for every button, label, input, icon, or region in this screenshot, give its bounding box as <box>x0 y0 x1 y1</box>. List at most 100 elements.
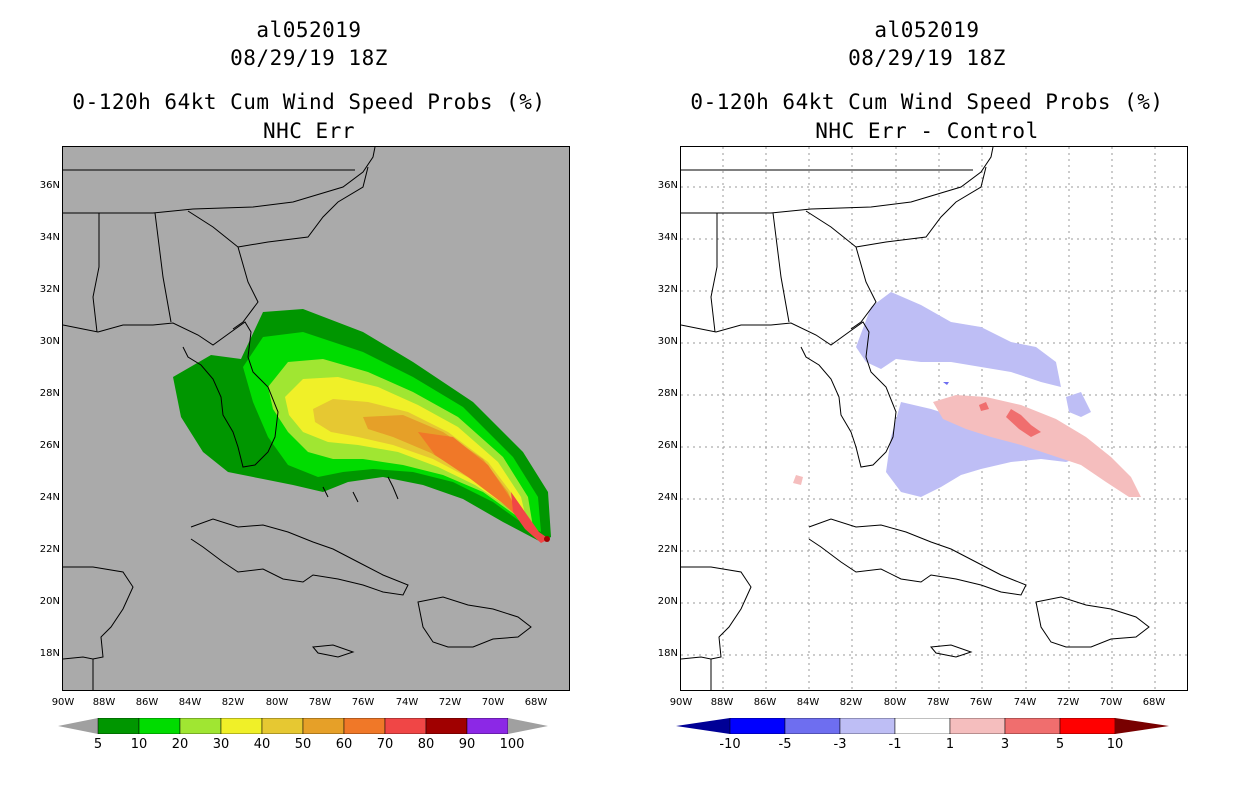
lon-label: 80W <box>265 697 289 708</box>
colorbar-swatch <box>302 718 345 734</box>
colorbar-label: 40 <box>253 737 271 752</box>
colorbar-label: 70 <box>376 737 394 752</box>
lon-label: 78W <box>308 697 332 708</box>
colorbar-swatch <box>466 718 509 734</box>
colorbar-swatch <box>138 718 181 734</box>
colorbar-label: -5 <box>778 737 792 752</box>
colorbar-label: 50 <box>294 737 312 752</box>
lon-label: 76W <box>969 697 993 708</box>
lat-label: 34N <box>657 232 678 243</box>
product-title: 0-120h 64kt Cum Wind Speed Probs (%) <box>690 90 1164 114</box>
lon-label: 68W <box>1142 697 1166 708</box>
lon-label: 88W <box>710 697 734 708</box>
lat-label: 26N <box>657 440 678 451</box>
colorbar-swatch <box>384 718 427 734</box>
colorbar-label: 90 <box>458 737 476 752</box>
colorbar-swatch <box>1004 718 1061 734</box>
colorbar-label: 60 <box>335 737 353 752</box>
lon-label: 86W <box>135 697 159 708</box>
colorbar-swatch <box>343 718 386 734</box>
colorbar-swatch <box>949 718 1006 734</box>
lon-label: 88W <box>92 697 116 708</box>
colorbar-under-arrow <box>58 718 98 734</box>
lat-label: 36N <box>39 180 60 191</box>
colorbar-swatch <box>97 718 140 734</box>
diff-pos-contour <box>979 402 989 411</box>
colorbar-right-svg <box>676 718 1169 734</box>
lat-label: 28N <box>657 388 678 399</box>
colorbar-under-arrow <box>676 718 730 734</box>
lat-label: 22N <box>39 544 60 555</box>
diff-pos-contour <box>933 395 1141 497</box>
colorbar-over-arrow <box>508 718 548 734</box>
lon-label: 78W <box>926 697 950 708</box>
colorbar-swatch <box>179 718 222 734</box>
lon-label: 68W <box>524 697 548 708</box>
prob-40-contour <box>313 399 521 519</box>
lon-label: 70W <box>481 697 505 708</box>
colorbar-label: 5 <box>1055 737 1065 752</box>
lat-label: 30N <box>657 336 678 347</box>
prob-60-contour <box>418 432 518 517</box>
subtitle: NHC Err <box>262 119 355 143</box>
colorbar-swatch <box>261 718 304 734</box>
colorbar-right <box>676 718 1172 734</box>
lat-label: 26N <box>39 440 60 451</box>
storm-id-title: al052019 <box>874 18 980 42</box>
colorbar-swatch <box>839 718 896 734</box>
diff-neg-contour <box>886 402 1081 497</box>
colorbar-label: 30 <box>212 737 230 752</box>
colorbar-label: 1 <box>945 737 955 752</box>
lat-label: 32N <box>657 284 678 295</box>
lat-label: 24N <box>39 492 60 503</box>
colorbar-label: -10 <box>719 737 741 752</box>
colorbar-swatch <box>1059 718 1116 734</box>
lat-label: 20N <box>39 596 60 607</box>
lat-label: 36N <box>657 180 678 191</box>
lat-label: 18N <box>39 648 60 659</box>
colorbar-label: 20 <box>171 737 189 752</box>
lon-label: 80W <box>883 697 907 708</box>
left-panel: al052019 08/29/19 18Z 0-120h 64kt Cum Wi… <box>39 18 570 752</box>
colorbar-label: 10 <box>1106 737 1124 752</box>
colorbar-left-svg <box>58 718 548 734</box>
colorbar-left <box>58 718 554 734</box>
colorbar-label: 10 <box>130 737 148 752</box>
colorbar-label: -3 <box>833 737 847 752</box>
diff-neg-contour <box>1066 392 1091 417</box>
map-canvas <box>681 147 1187 690</box>
right-panel: al052019 08/29/19 18Z 0-120h 64kt Cum Wi… <box>618 0 1236 800</box>
lon-label: 90W <box>669 697 693 708</box>
colorbar-label: 100 <box>499 737 525 752</box>
lat-label: 24N <box>657 492 678 503</box>
map-canvas <box>63 147 551 690</box>
subtitle: NHC Err - Control <box>815 119 1039 143</box>
diff-pos-contour <box>1006 409 1041 437</box>
diff-neg-contour <box>943 382 949 385</box>
map-plot-nhc-err <box>62 146 570 691</box>
lon-label: 86W <box>753 697 777 708</box>
colorbar-over-arrow <box>1115 718 1169 734</box>
colorbar-swatch <box>729 718 786 734</box>
product-title: 0-120h 64kt Cum Wind Speed Probs (%) <box>72 90 546 114</box>
lon-label: 72W <box>1056 697 1080 708</box>
lat-label: 22N <box>657 544 678 555</box>
colorbar-label: 3 <box>1000 737 1010 752</box>
lat-label: 28N <box>39 388 60 399</box>
colorbar-swatch <box>220 718 263 734</box>
map-plot-difference <box>680 146 1188 691</box>
lon-label: 84W <box>796 697 820 708</box>
colorbar-label: 5 <box>93 737 103 752</box>
lat-label: 30N <box>39 336 60 347</box>
storm-id-title: al052019 <box>256 18 362 42</box>
lat-label: 20N <box>657 596 678 607</box>
lon-label: 84W <box>178 697 202 708</box>
colorbar-swatch <box>894 718 951 734</box>
colorbar-label: 80 <box>417 737 435 752</box>
lon-label: 82W <box>839 697 863 708</box>
lat-label: 18N <box>657 648 678 659</box>
prob-50-contour <box>363 415 518 515</box>
lat-label: 34N <box>39 232 60 243</box>
lon-label: 74W <box>395 697 419 708</box>
lon-label: 76W <box>351 697 375 708</box>
